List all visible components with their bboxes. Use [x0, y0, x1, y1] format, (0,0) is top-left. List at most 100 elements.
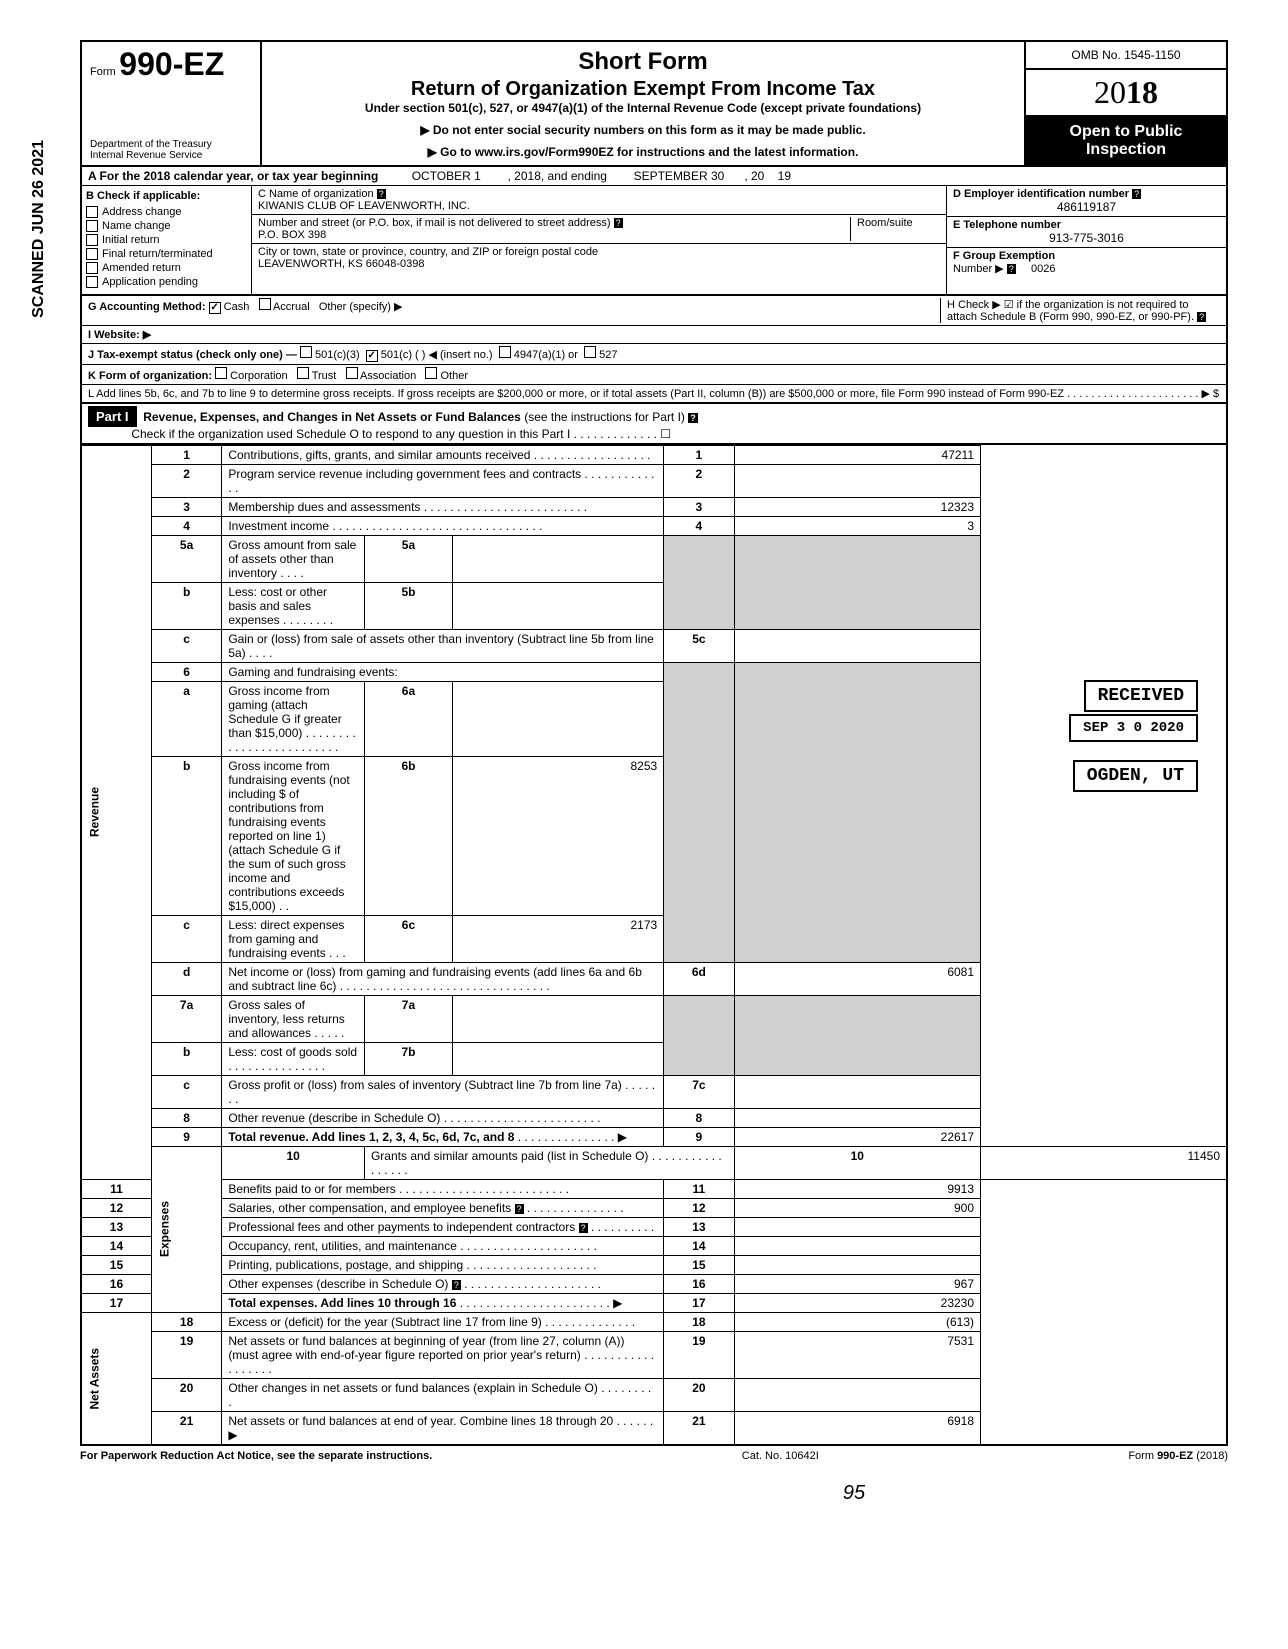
line18-desc: Excess or (deficit) for the year (Subtra…: [228, 1315, 541, 1329]
section-e-label: E Telephone number: [953, 219, 1061, 231]
line7a-desc: Gross sales of inventory, less returns a…: [228, 998, 345, 1040]
page-number: 95: [480, 1482, 1228, 1505]
city-label: City or town, state or province, country…: [258, 246, 598, 258]
section-g-label: G Accounting Method:: [88, 301, 206, 313]
label-corp: Corporation: [230, 370, 287, 382]
part1-title: Revenue, Expenses, and Changes in Net As…: [143, 410, 521, 424]
line14-num: 14: [664, 1236, 734, 1255]
section-c: C Name of organization ? KIWANIS CLUB OF…: [252, 186, 946, 294]
part1-title-row: Part I Revenue, Expenses, and Changes in…: [80, 404, 1228, 445]
line18-val: (613): [734, 1312, 980, 1331]
label-initial-return: Initial return: [102, 234, 159, 246]
checkbox-501c[interactable]: [366, 350, 378, 362]
label-accrual: Accrual: [273, 301, 310, 313]
form-prefix: Form: [90, 66, 116, 78]
year-bold: 18: [1126, 74, 1158, 110]
section-h-text: H Check ▶ ☑ if the organization is not r…: [947, 299, 1194, 323]
line17-desc: Total expenses. Add lines 10 through 16: [228, 1296, 456, 1310]
line1-val: 47211: [734, 445, 980, 464]
line16-val: 967: [734, 1274, 980, 1293]
label-501c: 501(c) ( ) ◀ (insert no.): [381, 349, 493, 361]
form-header: Form 990-EZ Department of the Treasury I…: [80, 40, 1228, 167]
checkbox-corp[interactable]: [215, 367, 227, 379]
line10-desc: Grants and similar amounts paid (list in…: [371, 1149, 648, 1163]
checkbox-other-org[interactable]: [425, 367, 437, 379]
line6d-val: 6081: [734, 962, 980, 995]
omb-number: OMB No. 1545-1150: [1026, 42, 1226, 70]
line7c-num: 7c: [664, 1075, 734, 1108]
help-icon: ?: [614, 218, 623, 228]
dept-treasury: Department of the Treasury: [90, 139, 252, 150]
section-h: H Check ▶ ☑ if the organization is not r…: [940, 298, 1220, 323]
checkbox-amended[interactable]: [86, 262, 98, 274]
line12-val: 900: [734, 1198, 980, 1217]
line1-desc: Contributions, gifts, grants, and simila…: [228, 448, 530, 462]
part1-label: Part I: [88, 406, 137, 427]
line2-desc: Program service revenue including govern…: [228, 467, 581, 481]
line2-val: [734, 464, 980, 497]
line13-num: 13: [664, 1217, 734, 1236]
line6d-num: 6d: [664, 962, 734, 995]
part1-table: Revenue 1 Contributions, gifts, grants, …: [80, 445, 1228, 1446]
line11-desc: Benefits paid to or for members: [228, 1182, 395, 1196]
checkbox-501c3[interactable]: [300, 346, 312, 358]
tax-year: 2018: [1026, 70, 1226, 117]
footer-mid: Cat. No. 10642I: [742, 1450, 819, 1462]
dept-irs: Internal Revenue Service: [90, 150, 252, 161]
line16-num: 16: [664, 1274, 734, 1293]
checkbox-4947[interactable]: [499, 346, 511, 358]
open-to-public: Open to Public Inspection: [1026, 117, 1226, 165]
line5b-mid: 5b: [364, 582, 452, 629]
line6b-mid: 6b: [364, 756, 452, 915]
line17-num: 17: [664, 1293, 734, 1312]
label-other-method: Other (specify) ▶: [319, 301, 403, 313]
section-c-label: C Name of organization: [258, 188, 374, 200]
row-a-yr-prefix: , 20: [744, 169, 764, 183]
line-num: 1: [151, 445, 221, 464]
line7b-desc: Less: cost of goods sold: [228, 1045, 357, 1059]
line15-desc: Printing, publications, postage, and shi…: [228, 1258, 463, 1272]
line16-desc: Other expenses (describe in Schedule O): [228, 1277, 448, 1291]
line7b-mid: 7b: [364, 1042, 452, 1075]
footer-left: For Paperwork Reduction Act Notice, see …: [80, 1450, 432, 1462]
line10-val: 11450: [981, 1146, 1227, 1179]
checkbox-app-pending[interactable]: [86, 276, 98, 288]
checkbox-final-return[interactable]: [86, 248, 98, 260]
line6b-midval: 8253: [452, 756, 663, 915]
tax-year-end: SEPTEMBER 30: [634, 169, 725, 183]
checkbox-trust[interactable]: [297, 367, 309, 379]
line19-val: 7531: [734, 1331, 980, 1378]
label-final-return: Final return/terminated: [102, 248, 213, 260]
checkbox-address-change[interactable]: [86, 206, 98, 218]
info-grid: B Check if applicable: Address change Na…: [80, 186, 1228, 296]
help-icon: ?: [688, 413, 698, 423]
help-icon: ?: [579, 1223, 588, 1233]
side-net-assets: Net Assets: [81, 1312, 151, 1445]
line6c-desc: Less: direct expenses from gaming and fu…: [228, 918, 344, 960]
line14-desc: Occupancy, rent, utilities, and maintena…: [228, 1239, 457, 1253]
room-label: Room/suite: [857, 217, 913, 229]
checkbox-cash[interactable]: [209, 302, 221, 314]
side-expenses: Expenses: [151, 1146, 221, 1312]
arrow-url: ▶ Go to www.irs.gov/Form990EZ for instru…: [272, 145, 1014, 159]
label-address-change: Address change: [102, 206, 182, 218]
help-icon: ?: [1132, 189, 1141, 199]
section-i-label: I Website: ▶: [88, 329, 151, 341]
line5a-desc: Gross amount from sale of assets other t…: [228, 538, 356, 580]
row-a-tax-year: A For the 2018 calendar year, or tax yea…: [80, 167, 1228, 186]
open-line2: Inspection: [1032, 141, 1220, 159]
line12-num: 12: [664, 1198, 734, 1217]
title-short-form: Short Form: [272, 48, 1014, 76]
checkbox-name-change[interactable]: [86, 220, 98, 232]
checkbox-accrual[interactable]: [259, 298, 271, 310]
section-f-label: F Group Exemption: [953, 250, 1055, 262]
line21-num: 21: [664, 1411, 734, 1445]
checkbox-527[interactable]: [584, 346, 596, 358]
help-icon: ?: [452, 1280, 461, 1290]
line7a-mid: 7a: [364, 995, 452, 1042]
checkbox-assoc[interactable]: [346, 367, 358, 379]
subtitle: Under section 501(c), 527, or 4947(a)(1)…: [272, 101, 1014, 115]
line9-val: 22617: [734, 1127, 980, 1146]
stamp-ogden: OGDEN, UT: [1073, 760, 1198, 792]
checkbox-initial-return[interactable]: [86, 234, 98, 246]
